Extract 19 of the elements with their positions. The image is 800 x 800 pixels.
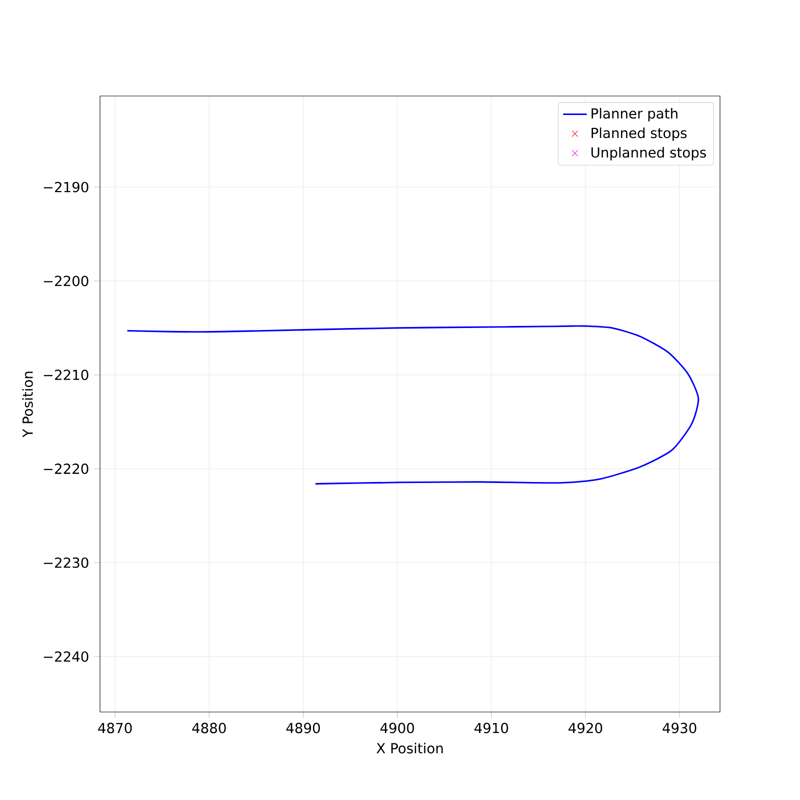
x-tick-label: 4880 <box>192 722 226 734</box>
legend-label: Planned stops <box>592 127 687 141</box>
line-series <box>126 325 700 485</box>
y-tick-label: −2190 <box>44 182 88 192</box>
y-tick-label: −2230 <box>44 557 88 568</box>
legend-label: Planner path <box>592 108 678 122</box>
legend-label: Unplanned stops <box>591 146 706 160</box>
y-tick-label: −2210 <box>44 370 88 380</box>
x-axis-title: X Position <box>376 742 443 754</box>
y-tick-label: −2240 <box>44 651 88 662</box>
x-tick-label: 4930 <box>662 722 696 734</box>
y-tick-label: −2220 <box>44 464 88 474</box>
y-tick-label: −2200 <box>44 276 88 286</box>
x-tick-label: 4910 <box>474 722 508 734</box>
x-tick-label: 4900 <box>380 722 414 734</box>
x-tick-label: 4870 <box>98 722 132 734</box>
x-tick-label: 4890 <box>286 722 320 734</box>
x-tick-label: 4920 <box>568 722 602 734</box>
y-axis-title: Y Position <box>22 372 33 438</box>
